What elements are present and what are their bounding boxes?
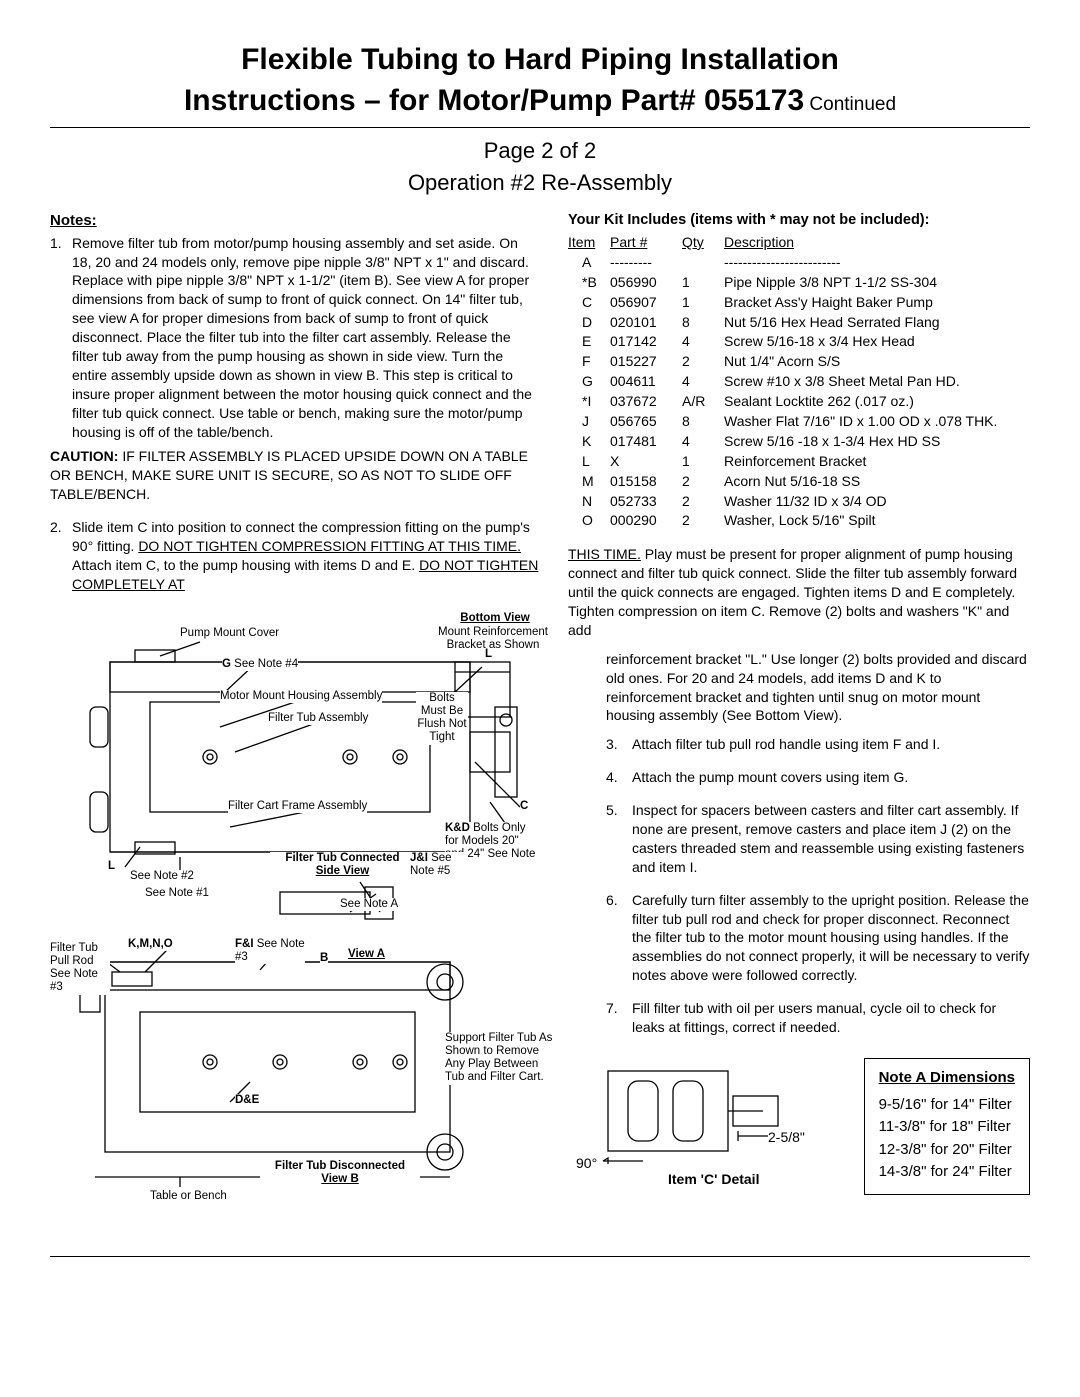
step-6: 6.Carefully turn filter assembly to the … [606,891,1030,985]
title-rule [50,127,1030,128]
notes-heading: Notes: [50,211,540,231]
kit-heading: Your Kit Includes (items with * may not … [568,211,1030,231]
table-row: O0002902Washer, Lock 5/16" Spilt [568,511,1030,531]
note-1: 1. Remove filter tub from motor/pump hou… [50,234,540,442]
assembly-diagram: Bottom View Mount Reinforcement Bracket … [50,612,540,1232]
step-3: 3.Attach filter tub pull rod handle usin… [606,735,1030,754]
table-row: K0174814Screw 5/16 -18 x 1-3/4 Hex HD SS [568,432,1030,452]
kit-parts-table: Item Part # Qty Description A-----------… [568,233,1030,531]
table-row: F0152272Nut 1/4" Acorn S/S [568,352,1030,372]
caution-text: CAUTION: IF FILTER ASSEMBLY IS PLACED UP… [50,447,540,504]
table-row: *I037672A/RSealant Locktite 262 (.017 oz… [568,392,1030,412]
table-row: N0527332Washer 11/32 ID x 3/4 OD [568,492,1030,512]
page-number-label: Page 2 of 2 [50,136,1030,166]
note-2: 2. Slide item C into position to connect… [50,518,540,594]
item-c-detail-diagram: 90° 2-5/8" Item 'C' Detail Note A Dimens… [568,1051,1030,1201]
table-row: *B0569901Pipe Nipple 3/8 NPT 1-1/2 SS-30… [568,273,1030,293]
continuation-paragraph: THIS TIME. Play must be present for prop… [568,545,1030,639]
page-title-line2: Instructions – for Motor/Pump Part# 0551… [50,81,1030,122]
footer-rule [50,1256,1030,1257]
table-row: LX1Reinforcement Bracket [568,452,1030,472]
table-row: A---------------------------------- [568,253,1030,273]
note-a-dimensions-box: Note A Dimensions 9-5/16" for 14" Filter… [864,1058,1030,1195]
table-row: E0171424Screw 5/16-18 x 3/4 Hex Head [568,332,1030,352]
continuation-indent: reinforcement bracket "L." Use longer (2… [606,650,1030,726]
table-row: D0201018Nut 5/16 Hex Head Serrated Flang [568,313,1030,333]
step-7: 7.Fill filter tub with oil per users man… [606,999,1030,1037]
step-4: 4.Attach the pump mount covers using ite… [606,768,1030,787]
table-row: G0046114Screw #10 x 3/8 Sheet Metal Pan … [568,372,1030,392]
page-title-line1: Flexible Tubing to Hard Piping Installat… [50,40,1030,81]
table-row: J0567658Washer Flat 7/16" ID x 1.00 OD x… [568,412,1030,432]
table-row: M0151582Acorn Nut 5/16-18 SS [568,472,1030,492]
operation-heading: Operation #2 Re-Assembly [50,168,1030,198]
table-row: C0569071Bracket Ass'y Haight Baker Pump [568,293,1030,313]
step-5: 5.Inspect for spacers between casters an… [606,801,1030,877]
